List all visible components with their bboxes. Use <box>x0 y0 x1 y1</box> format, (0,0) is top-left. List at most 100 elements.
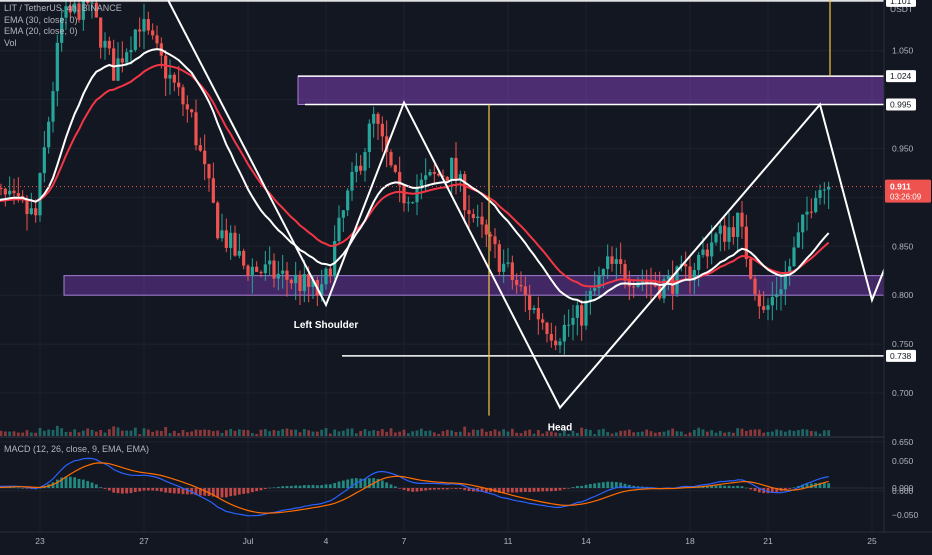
volume-bar <box>263 429 267 436</box>
volume-bar <box>575 432 579 436</box>
macd-histogram-bar <box>341 480 345 488</box>
candle-body <box>220 230 224 239</box>
volume-bar <box>242 429 246 436</box>
volume-bar <box>701 429 705 436</box>
macd-histogram-bar <box>8 487 12 488</box>
candle-body <box>428 171 432 176</box>
macd-histogram-bar <box>471 488 475 492</box>
macd-histogram-bar <box>367 478 371 488</box>
candle-body <box>77 3 81 20</box>
macd-histogram-bar <box>307 485 311 488</box>
time-tick-label: 23 <box>35 536 45 546</box>
candle-body <box>268 260 272 265</box>
macd-histogram-bar <box>294 485 298 488</box>
volume-bar <box>47 429 51 436</box>
candle-body <box>177 82 181 88</box>
candle-body <box>697 254 701 271</box>
candle-body <box>237 250 241 256</box>
macd-histogram-bar <box>766 488 770 494</box>
volume-legend[interactable]: Vol <box>4 37 17 48</box>
candle-body <box>749 258 753 279</box>
volume-bar <box>705 431 709 436</box>
volume-bar <box>346 428 350 436</box>
volume-bar <box>229 428 233 436</box>
volume-bar <box>671 428 675 436</box>
macd-histogram-bar <box>549 488 553 492</box>
volume-bar <box>168 433 172 436</box>
candle-body <box>775 294 779 298</box>
ema20-legend[interactable]: EMA (20, close, 0) <box>4 26 78 36</box>
candle-body <box>346 190 350 211</box>
volume-bar <box>393 432 397 436</box>
volume-bar <box>181 429 185 436</box>
candle-body <box>640 280 644 283</box>
macd-histogram-bar <box>181 488 185 495</box>
macd-histogram-bar <box>285 486 289 488</box>
volume-bar <box>120 430 124 436</box>
volume-bar <box>614 432 618 436</box>
macd-histogram-bar <box>606 481 610 488</box>
macd-histogram-bar <box>415 488 419 492</box>
macd-histogram-bar <box>229 488 233 497</box>
candle-body <box>281 270 285 274</box>
candle-body <box>710 242 714 257</box>
candle-body <box>727 227 731 242</box>
macd-legend[interactable]: MACD (12, 26, close, 9, EMA, EMA) <box>4 444 150 454</box>
macd-histogram-bar <box>775 488 779 493</box>
volume-bar <box>246 430 250 436</box>
macd-histogram-bar <box>536 488 540 492</box>
volume-bar <box>740 428 744 436</box>
level-flag-1024: 1.024 <box>890 71 912 81</box>
macd-histogram-bar <box>554 488 558 491</box>
candle-body <box>770 297 774 306</box>
candle-body <box>536 307 540 320</box>
volume-bar <box>86 428 90 436</box>
volume-bar <box>749 429 753 436</box>
ema30-legend[interactable]: EMA (30, close, 0) <box>4 14 78 25</box>
volume-bar <box>129 430 133 436</box>
candle-body <box>337 217 341 242</box>
candle-body <box>372 113 376 124</box>
macd-histogram-bar <box>86 481 90 488</box>
candle-body <box>493 236 497 245</box>
candle-body <box>216 202 220 239</box>
macd-histogram-bar <box>246 488 250 494</box>
candle-body <box>445 176 449 181</box>
volume-bar <box>736 428 740 436</box>
volume-bar <box>437 433 441 436</box>
symbol-line[interactable]: LIT / TetherUS, 4h, BINANCE <box>4 3 122 13</box>
volume-bars <box>0 425 831 436</box>
volume-bar <box>471 429 475 436</box>
macd-pane <box>0 457 884 517</box>
macd-histogram-bar <box>714 485 718 488</box>
macd-histogram-bar <box>445 488 449 490</box>
volume-bar <box>424 430 428 436</box>
last-price-label: 0.911 <box>890 182 911 192</box>
candle-body <box>285 270 289 280</box>
candle-body <box>809 211 813 213</box>
volume-bar <box>480 428 484 436</box>
macd-histogram-bar <box>809 483 813 488</box>
candle-body <box>133 29 137 50</box>
volume-bar <box>376 430 380 436</box>
macd-histogram-bar <box>346 479 350 488</box>
volume-bar <box>571 430 575 436</box>
volume-bar <box>649 431 653 436</box>
macd-histogram-bar <box>783 488 787 490</box>
volume-bar <box>81 430 85 436</box>
macd-histogram-bar <box>801 484 805 488</box>
candle-body <box>203 150 207 165</box>
macd-histogram-bar <box>398 488 402 489</box>
macd-histogram-bar <box>701 486 705 488</box>
candle-body <box>541 319 545 323</box>
volume-bar <box>415 430 419 436</box>
left-shoulder-label: Left Shoulder <box>294 320 359 331</box>
volume-bar <box>38 428 42 436</box>
macd-histogram-bar <box>207 488 211 496</box>
macd-histogram-bar <box>588 483 592 488</box>
macd-histogram-bar <box>593 483 597 488</box>
candle-body <box>168 74 172 79</box>
candle-body <box>684 264 688 267</box>
